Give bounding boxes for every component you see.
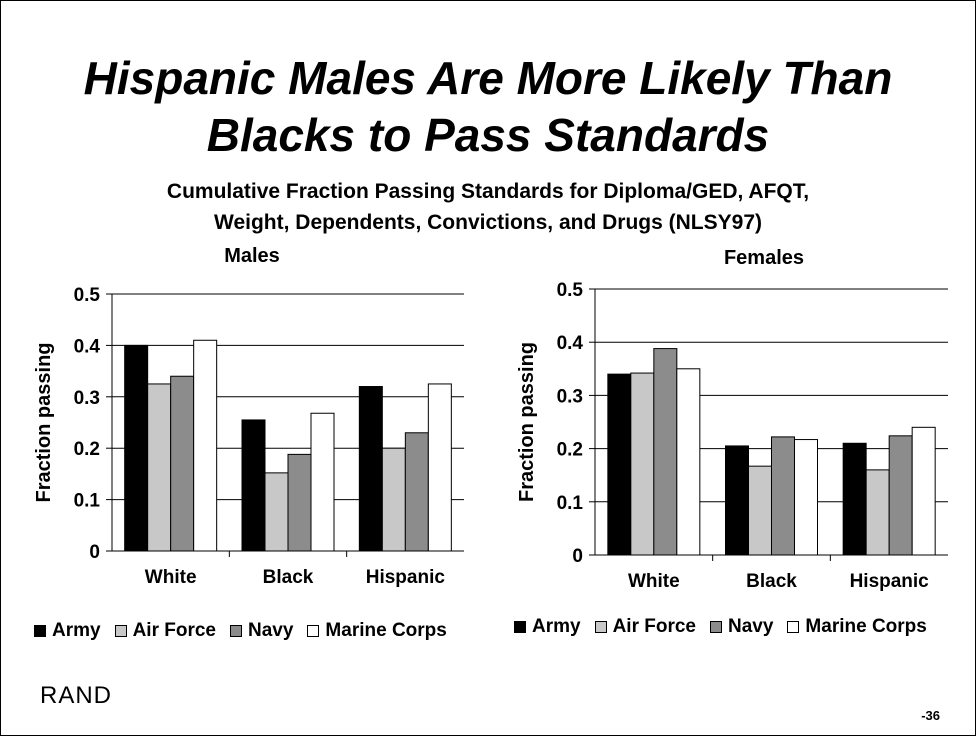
males-bar (241, 419, 266, 552)
females-bar (771, 436, 795, 556)
males-y-tick-label: 0.5 (74, 285, 101, 306)
males-category-label: White (145, 567, 197, 588)
females-bar (888, 435, 913, 556)
males-bar (170, 375, 195, 552)
males-bar (287, 453, 312, 552)
males-bar (427, 383, 452, 552)
rand-logo: RAND (40, 682, 113, 709)
females-y-tick-label: 0.1 (557, 493, 584, 514)
females-bar (653, 348, 678, 556)
females-bar (607, 373, 632, 556)
males-y-tick-label: 0.3 (74, 388, 100, 409)
males-bar (404, 432, 429, 552)
males-bar (264, 472, 289, 552)
males-y-tick-label: 0 (89, 542, 100, 563)
males-legend-swatch (114, 625, 127, 637)
females-legend-label: Navy (728, 616, 774, 637)
females-legend: Army Air Force Navy Marine Corps (514, 616, 927, 638)
females-legend-item: Marine Corps (787, 616, 927, 638)
females-category-label: White (628, 571, 680, 592)
males-legend-item: Army (34, 620, 101, 642)
males-bar (124, 344, 149, 552)
males-legend-swatch (230, 625, 242, 637)
females-bar (725, 445, 749, 556)
subtitle-line-1: Cumulative Fraction Passing Standards fo… (166, 180, 810, 203)
males-legend-label: Navy (248, 620, 294, 641)
males-y-tick-label: 0.4 (74, 336, 101, 357)
females-y-tick-label: 0.3 (557, 386, 583, 407)
males-y-tick-label: 0.1 (74, 491, 101, 512)
title-line-2: Blacks to Pass Standards (206, 109, 770, 161)
females-legend-item: Navy (710, 616, 773, 638)
females-legend-item: Air Force (594, 616, 696, 638)
males-legend: Army Air Force Navy Marine Corps (34, 620, 447, 642)
males-category-label: Black (263, 567, 314, 588)
males-legend-swatch (34, 625, 46, 637)
males-y-tick-label: 0.2 (74, 439, 100, 460)
title-line-1: Hispanic Males Are More Likely Than (83, 52, 893, 104)
males-chart: Males 0 0.1 0.2 0.3 0.4 0.5 Fraction passing Whi… (33, 245, 464, 588)
females-y-tick-label: 0.4 (557, 333, 584, 354)
females-chart: Females 0 0.1 0.2 0.3 0.4 0.5 Fraction passing W… (516, 247, 948, 592)
females-legend-label: Army (532, 616, 581, 637)
males-legend-label: Army (52, 620, 101, 641)
females-category-label: Hispanic (850, 571, 930, 592)
males-legend-label: Marine Corps (325, 620, 447, 641)
males-y-axis-label: Fraction passing (33, 342, 55, 502)
males-category-label: Hispanic (366, 567, 446, 588)
females-legend-swatch (787, 621, 800, 633)
females-y-axis-label: Fraction passing (516, 342, 538, 502)
females-y-tick-label: 0 (572, 546, 583, 567)
slide-title: Hispanic Males Are More Likely Than Blac… (0, 50, 976, 164)
females-bar (676, 368, 701, 556)
females-bar (748, 465, 772, 556)
females-legend-label: Marine Corps (805, 616, 927, 637)
females-legend-swatch (514, 621, 526, 633)
page-number: -36 (921, 708, 940, 723)
females-chart-title: Females (724, 247, 804, 269)
males-legend-label: Air Force (132, 620, 216, 641)
females-legend-swatch (710, 621, 722, 633)
males-legend-swatch (307, 625, 320, 637)
chart-subtitle: Cumulative Fraction Passing Standards fo… (0, 176, 976, 238)
males-bar (358, 386, 383, 552)
females-y-tick-label: 0.2 (557, 440, 583, 461)
males-bar (310, 412, 335, 552)
females-y-tick-label: 0.5 (557, 280, 584, 301)
males-legend-item: Marine Corps (307, 620, 447, 642)
females-legend-item: Army (514, 616, 581, 638)
females-bar (630, 372, 655, 556)
females-category-label: Black (746, 571, 797, 592)
females-bar (842, 442, 867, 556)
females-bar (794, 439, 818, 556)
males-legend-item: Navy (230, 620, 293, 642)
males-bar (381, 447, 406, 552)
males-bar (193, 339, 218, 552)
subtitle-line-2: Weight, Dependents, Convictions, and Dru… (214, 211, 762, 234)
males-chart-title: Males (224, 245, 280, 267)
females-legend-swatch (594, 621, 607, 633)
males-legend-item: Air Force (114, 620, 216, 642)
females-legend-label: Air Force (612, 616, 696, 637)
males-bar (147, 383, 172, 552)
females-bar (865, 469, 890, 556)
females-bar (911, 426, 936, 556)
